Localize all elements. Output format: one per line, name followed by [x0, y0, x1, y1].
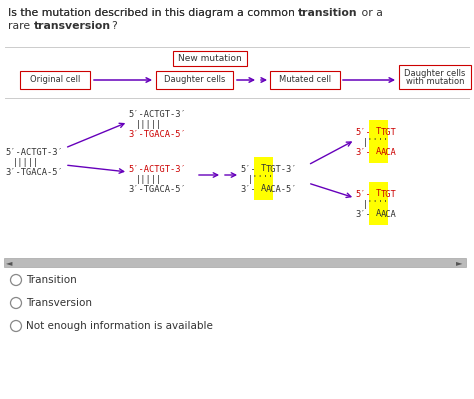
Text: T: T: [261, 164, 266, 173]
Text: |||||: |||||: [136, 175, 162, 184]
Text: 3′-T: 3′-T: [240, 185, 261, 194]
Text: Is the mutation described in this diagram a common: Is the mutation described in this diagra…: [8, 8, 298, 18]
Text: New mutation: New mutation: [178, 54, 242, 63]
Text: |||||: |||||: [13, 158, 39, 167]
Text: 5′-ACTGT-3′: 5′-ACTGT-3′: [5, 148, 63, 157]
Text: ►: ►: [456, 258, 462, 267]
Text: TGT: TGT: [381, 190, 397, 199]
Text: Original cell: Original cell: [30, 75, 80, 85]
Text: |||||: |||||: [136, 120, 162, 129]
Text: 3′-T: 3′-T: [355, 148, 376, 157]
FancyBboxPatch shape: [173, 51, 247, 66]
Text: 5′-ACTGT-3′: 5′-ACTGT-3′: [128, 165, 186, 174]
Text: transition: transition: [298, 8, 358, 18]
Text: 3′-T: 3′-T: [355, 210, 376, 219]
FancyBboxPatch shape: [399, 65, 471, 89]
Text: ACA: ACA: [381, 148, 397, 157]
Text: Is the mutation described in this diagram a common: Is the mutation described in this diagra…: [8, 8, 298, 18]
Text: |||||: |||||: [248, 175, 274, 184]
Text: 3′-TGACA-5′: 3′-TGACA-5′: [5, 168, 63, 177]
Text: A: A: [376, 209, 381, 218]
Text: Not enough information is available: Not enough information is available: [26, 321, 213, 331]
Text: Transition: Transition: [26, 275, 77, 285]
Text: rare: rare: [8, 21, 34, 31]
Text: Is the mutation described in this diagram a common ​transition: Is the mutation described in this diagra…: [8, 8, 350, 18]
Text: |||||: |||||: [363, 138, 389, 147]
Text: ACA-5′: ACA-5′: [266, 185, 298, 194]
Text: |||||: |||||: [363, 200, 389, 209]
Text: Mutated cell: Mutated cell: [279, 75, 331, 85]
Text: with mutation: with mutation: [406, 77, 464, 85]
Text: Transversion: Transversion: [26, 298, 92, 308]
FancyBboxPatch shape: [270, 71, 340, 89]
Bar: [4, 258, 466, 267]
Text: Daughter cells: Daughter cells: [404, 69, 465, 77]
Text: 3′-TGACA-5′: 3′-TGACA-5′: [128, 185, 186, 194]
Text: 5′-A: 5′-A: [355, 190, 376, 199]
Text: A: A: [261, 184, 266, 193]
Text: 5′-A: 5′-A: [240, 165, 261, 174]
Text: 3′-TGACA-5′: 3′-TGACA-5′: [128, 130, 186, 139]
Text: 5′-ACTGT-3′: 5′-ACTGT-3′: [128, 110, 186, 119]
Text: T: T: [376, 127, 381, 136]
Text: A: A: [376, 147, 381, 156]
Text: ACA: ACA: [381, 210, 397, 219]
FancyBboxPatch shape: [20, 71, 90, 89]
FancyBboxPatch shape: [156, 71, 234, 89]
Text: ◄: ◄: [6, 258, 12, 267]
Text: ?: ?: [111, 21, 117, 31]
Text: TGT-3′: TGT-3′: [266, 165, 298, 174]
Text: transversion: transversion: [34, 21, 111, 31]
Text: TGT: TGT: [381, 128, 397, 137]
Text: 5′-A: 5′-A: [355, 128, 376, 137]
Text: T: T: [376, 189, 381, 198]
Text: Daughter cells: Daughter cells: [164, 75, 226, 85]
Text: or a: or a: [358, 8, 383, 18]
